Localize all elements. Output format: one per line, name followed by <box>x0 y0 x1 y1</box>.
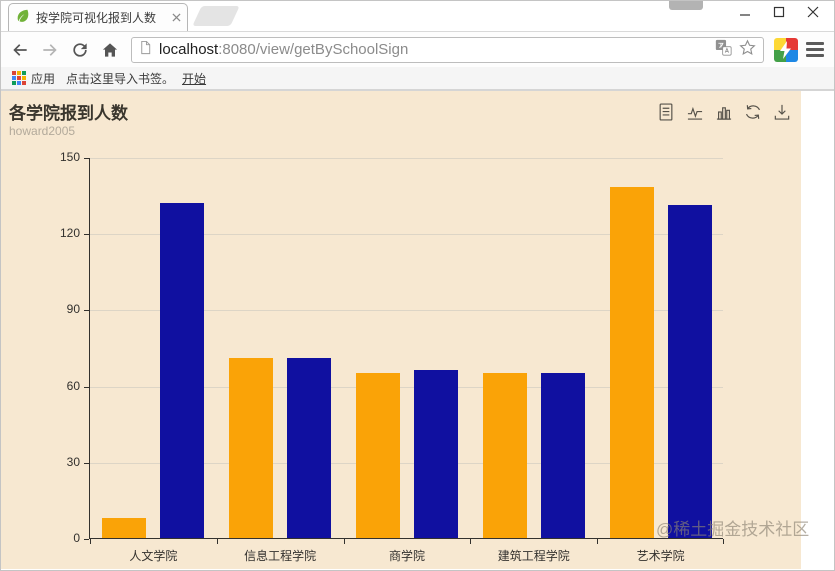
x-axis-label: 艺术学院 <box>636 549 685 563</box>
title-bar: 按学院可视化报到人数 <box>1 1 834 31</box>
reload-icon[interactable] <box>67 37 93 63</box>
chart-toolbox <box>655 101 793 123</box>
bar-blue[interactable] <box>667 205 712 538</box>
url-host: localhost <box>159 41 219 58</box>
y-axis-label: 30 <box>66 454 80 469</box>
home-icon[interactable] <box>97 37 123 63</box>
y-axis-tick <box>84 386 89 388</box>
x-axis-tick <box>90 539 91 544</box>
x-axis-tick <box>216 539 218 544</box>
x-axis-label: 商学院 <box>388 549 425 563</box>
y-axis-tick <box>84 462 89 464</box>
y-gridline <box>90 386 723 388</box>
bookmark-start-link[interactable]: 开始 <box>182 71 207 86</box>
bar-blue[interactable] <box>540 372 585 538</box>
x-axis-tick <box>723 539 724 544</box>
y-axis-label: 60 <box>66 378 80 393</box>
menu-icon[interactable] <box>802 37 828 63</box>
address-bar[interactable]: localhost:8080/view/getBySchoolSign <box>131 36 764 63</box>
forward-icon[interactable] <box>37 37 63 63</box>
y-axis-tick <box>84 310 89 312</box>
x-axis-label: 建筑工程学院 <box>497 549 570 563</box>
maximize-icon[interactable] <box>762 1 796 23</box>
extension-icon[interactable] <box>774 37 798 62</box>
tab-close-icon[interactable] <box>172 13 181 22</box>
new-tab-button[interactable] <box>192 6 240 26</box>
line-chart-icon[interactable] <box>684 101 706 123</box>
y-gridline <box>90 158 723 159</box>
bar-blue[interactable] <box>414 370 458 538</box>
chart-plot-area: 0 30 60 90 120 150 人文学院 信息工程学院 商学院 建筑工程学院 艺术学院 <box>60 150 724 563</box>
y-gridline <box>90 234 723 236</box>
bookmark-star-icon[interactable] <box>738 38 757 62</box>
x-axis-tick <box>343 539 345 544</box>
y-gridline <box>90 310 723 312</box>
apps-grid-icon <box>12 71 26 85</box>
bar-orange[interactable] <box>356 372 400 538</box>
spring-leaf-favicon <box>15 8 30 28</box>
back-icon[interactable] <box>7 37 33 63</box>
translate-icon[interactable] <box>715 39 732 61</box>
x-axis-tick <box>597 539 599 544</box>
bar-chart-icon[interactable] <box>713 101 735 123</box>
y-gridline <box>90 462 723 464</box>
chart-title: 各学院报到人数 <box>9 104 128 123</box>
y-axis-tick <box>84 234 89 236</box>
download-icon[interactable] <box>771 101 793 123</box>
bar-blue[interactable] <box>160 202 205 538</box>
chart-container: 各学院报到人数 howard2005 0 30 60 90 1 <box>1 91 801 569</box>
bar-orange[interactable] <box>609 187 654 538</box>
data-view-icon[interactable] <box>655 101 677 123</box>
browser-toolbar: localhost:8080/view/getBySchoolSign <box>1 31 834 67</box>
page-doc-icon[interactable] <box>138 40 153 60</box>
bar-blue[interactable] <box>287 357 332 538</box>
x-axis-label: 人文学院 <box>129 549 178 563</box>
y-axis-tick <box>84 158 89 159</box>
import-bookmarks-hint[interactable]: 点击这里导入书签。 <box>66 71 175 86</box>
y-axis-label: 150 <box>59 150 80 164</box>
bar-orange[interactable] <box>229 357 274 538</box>
y-axis-label: 90 <box>66 302 80 317</box>
profile-chip[interactable] <box>669 1 703 10</box>
y-axis-tick <box>84 539 89 540</box>
minimize-icon[interactable] <box>728 1 762 23</box>
apps-shortcut[interactable]: 应用 <box>9 68 58 89</box>
x-axis-label: 信息工程学院 <box>244 549 317 563</box>
bar-orange[interactable] <box>482 372 527 538</box>
url-path: :8080/view/getBySchoolSign <box>218 41 409 58</box>
page-content: 各学院报到人数 howard2005 0 30 60 90 1 <box>1 91 834 569</box>
y-axis-label: 120 <box>59 226 80 241</box>
close-icon[interactable] <box>796 1 830 23</box>
bookmarks-bar: 应用 点击这里导入书签。 开始 <box>1 67 834 91</box>
bar-orange[interactable] <box>102 517 147 538</box>
y-axis-label: 0 <box>73 531 80 545</box>
window-controls <box>728 1 830 23</box>
apps-label: 应用 <box>31 71 56 86</box>
restore-icon[interactable] <box>742 101 764 123</box>
x-axis-tick <box>470 539 472 544</box>
url-text: localhost:8080/view/getBySchoolSign <box>159 41 709 58</box>
chart-subtitle: howard2005 <box>9 124 76 138</box>
browser-tab[interactable]: 按学院可视化报到人数 <box>8 3 188 31</box>
tab-title: 按学院可视化报到人数 <box>36 11 157 25</box>
watermark: @稀土掘金技术社区 <box>656 520 810 539</box>
